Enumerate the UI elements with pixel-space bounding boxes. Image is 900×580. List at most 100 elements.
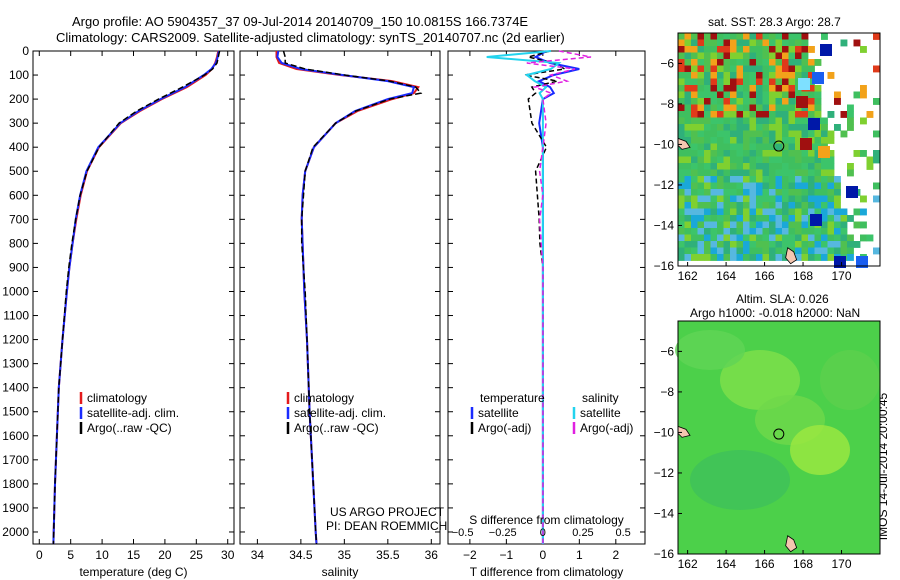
sst-cell (704, 65, 711, 73)
sst-cell (814, 234, 822, 242)
sst-cell (710, 150, 718, 157)
sst-cell (860, 91, 867, 99)
sst-cell (730, 137, 737, 144)
y-tick-label: 1100 (3, 309, 29, 323)
sst-cell (775, 215, 783, 222)
sst-cell (860, 150, 867, 157)
sst-cell (775, 39, 783, 47)
sst-cell (808, 118, 820, 130)
sst-cell (710, 215, 718, 222)
sst-cell (756, 98, 763, 105)
sst-cell (801, 130, 809, 138)
sst-cell (691, 137, 698, 144)
sst-cell (717, 195, 724, 203)
sst-cell (814, 247, 822, 255)
sst-cell (749, 91, 757, 99)
sst-cell (710, 137, 718, 144)
sst-cell (756, 85, 763, 92)
sst-cell (756, 59, 763, 66)
sst-cell (801, 156, 809, 164)
sst-cell (743, 130, 750, 138)
sst-cell (801, 65, 809, 73)
sst-cell (678, 72, 685, 79)
sst-cell (710, 33, 718, 40)
sst-cell (788, 182, 796, 190)
x-tick-label: 162 (678, 557, 698, 571)
sst-cell (743, 117, 750, 125)
s-tick-label: 0.5 (615, 527, 630, 539)
sst-cell (795, 39, 802, 47)
sst-cell (769, 182, 776, 190)
sst-cell (801, 46, 809, 53)
sst-cell (762, 33, 770, 40)
sst-cell (697, 98, 705, 105)
sst-cell (860, 234, 867, 242)
sst-cell (756, 163, 763, 170)
sst-cell (749, 124, 757, 131)
sst-cell (684, 137, 692, 144)
sst-cell (814, 59, 822, 66)
sst-cell (769, 78, 776, 86)
sst-cell (710, 228, 718, 235)
sst-cell (834, 228, 841, 235)
sst-cell (769, 52, 776, 60)
sst-cell (756, 208, 763, 216)
sst-cell (801, 169, 809, 177)
sst-cell (736, 176, 744, 183)
sst-cell (723, 111, 731, 118)
sst-cell (684, 72, 692, 79)
sst-cell (736, 215, 744, 222)
sst-cell (788, 208, 796, 216)
sst-cell (840, 130, 848, 138)
sst-cell (808, 208, 815, 216)
sst-cell (736, 111, 744, 118)
sst-cell (801, 163, 809, 170)
sst-cell (795, 130, 802, 138)
sst-cell (691, 33, 698, 40)
sst-cell (840, 208, 848, 216)
x-tick-label: 25 (190, 548, 204, 562)
sst-cell (788, 72, 796, 79)
sst-cell (762, 247, 770, 255)
sst-cell (788, 169, 796, 177)
sst-cell (710, 46, 718, 53)
sst-cell (756, 104, 763, 112)
sst-cell (684, 241, 692, 248)
sst-cell (710, 130, 718, 138)
sst-cell (827, 221, 835, 229)
sst-cell (782, 91, 789, 99)
sst-cell (873, 130, 880, 138)
sst-cell (782, 182, 789, 190)
sst-cell (762, 65, 770, 73)
sst-cell (814, 169, 822, 177)
sst-cell (847, 111, 854, 118)
sst-cell (730, 78, 737, 86)
sst-cell (678, 46, 685, 53)
sst-cell (691, 234, 698, 242)
sst-cell (710, 39, 718, 47)
sst-cell (814, 130, 822, 138)
sst-cell (834, 98, 841, 105)
sst-cell (808, 163, 815, 170)
sst-cell (769, 156, 776, 164)
sst-cell (749, 208, 757, 216)
sst-cell (736, 78, 744, 86)
sst-cell (821, 254, 828, 261)
sst-cell (749, 150, 757, 157)
sst-cell (808, 189, 815, 196)
sst-cell (808, 65, 815, 73)
sst-cell (834, 176, 841, 183)
sst-cell (697, 215, 705, 222)
sst-cell (723, 130, 731, 138)
y-tick-label: 500 (9, 164, 29, 178)
sst-cell (795, 234, 802, 242)
sst-cell (840, 39, 848, 47)
sst-cell (827, 176, 835, 183)
sst-cell (782, 208, 789, 216)
sst-cell (808, 104, 815, 112)
sst-cell (788, 59, 796, 66)
sst-cell (762, 124, 770, 131)
sst-cell (769, 130, 776, 138)
sst-cell (756, 130, 763, 138)
sst-cell (808, 241, 815, 248)
